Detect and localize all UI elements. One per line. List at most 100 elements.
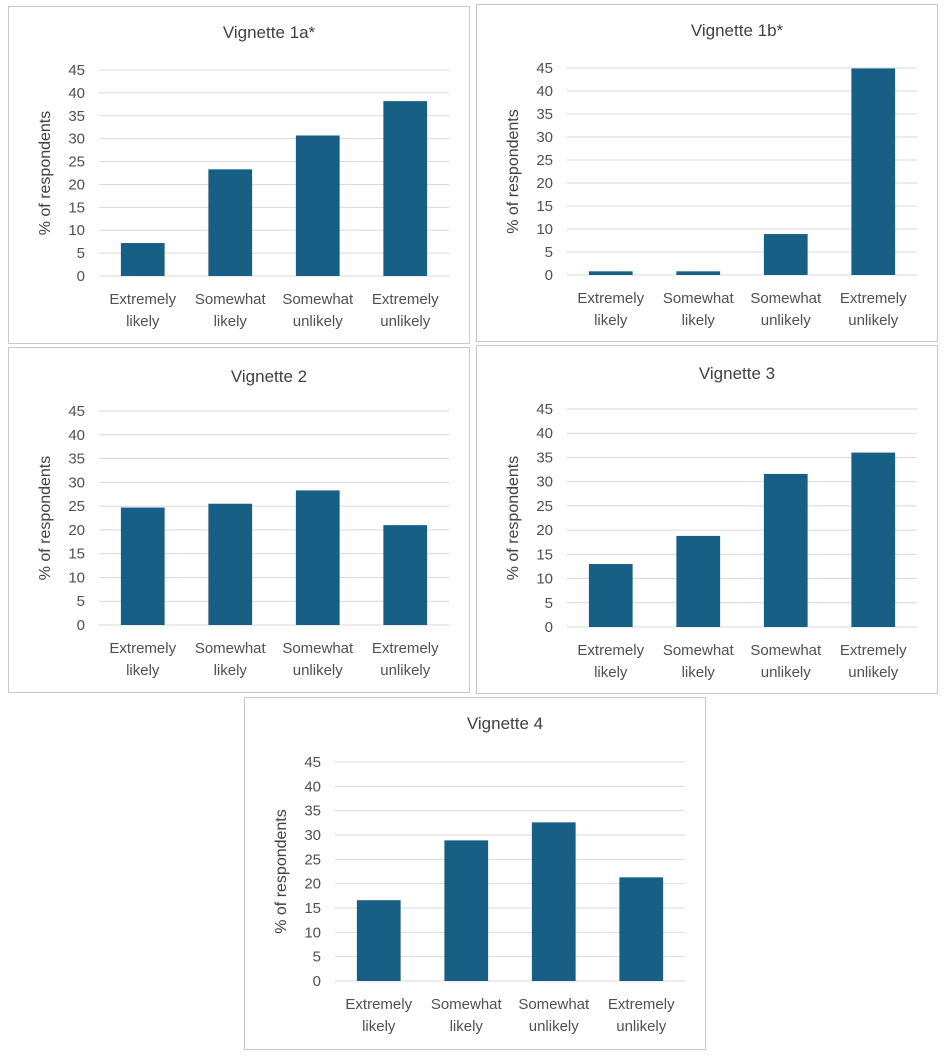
y-tick-label: 5 xyxy=(313,949,321,966)
y-tick-label: 40 xyxy=(68,427,85,444)
y-tick-label: 30 xyxy=(304,827,321,844)
x-tick-label: likely xyxy=(594,664,628,681)
x-tick-label: likely xyxy=(594,312,628,329)
y-tick-label: 0 xyxy=(313,973,321,990)
y-tick-label: 45 xyxy=(536,60,553,77)
bar xyxy=(676,271,721,275)
bar xyxy=(588,271,633,275)
chart-svg: Vignette 2 % of respondents 0 5 10 15 20 25 30 35… xyxy=(37,367,449,679)
x-tick-label: Extremely xyxy=(109,640,176,657)
y-axis-label: % of respondents xyxy=(505,109,522,234)
y-tick-label: 45 xyxy=(68,62,85,79)
x-tick-label: unlikely xyxy=(293,313,344,330)
x-tick-label: likely xyxy=(126,313,160,330)
y-tick-label: 30 xyxy=(536,129,553,146)
y-tick-label: 20 xyxy=(536,175,553,192)
y-tick-label: 30 xyxy=(536,474,553,491)
y-tick-label: 20 xyxy=(304,876,321,893)
x-tick-label: Somewhat xyxy=(750,290,822,307)
x-tick-label: likely xyxy=(362,1018,396,1035)
x-tick-label: Somewhat xyxy=(282,640,354,657)
y-tick-label: 20 xyxy=(68,176,85,193)
x-tick-label: likely xyxy=(214,662,248,679)
x-tick-label: Somewhat xyxy=(663,642,735,659)
x-tick-label: Somewhat xyxy=(282,291,354,308)
bar xyxy=(851,452,896,627)
chart-title: Vignette 1a* xyxy=(223,23,316,42)
chart-panel-vignette-2: Vignette 2 % of respondents 0 5 10 15 20 25 30 35… xyxy=(8,347,470,693)
x-tick-label: Somewhat xyxy=(195,291,267,308)
x-tick-label: likely xyxy=(450,1018,484,1035)
y-tick-label: 25 xyxy=(68,154,85,171)
x-tick-label: unlikely xyxy=(761,664,812,681)
x-tick-label: unlikely xyxy=(761,312,812,329)
chart-title: Vignette 4 xyxy=(467,714,543,733)
bar xyxy=(208,503,253,625)
y-tick-label: 45 xyxy=(68,403,85,420)
y-tick-label: 15 xyxy=(68,199,85,216)
y-tick-label: 35 xyxy=(68,108,85,125)
x-tick-label: Extremely xyxy=(577,290,644,307)
bar xyxy=(356,900,401,981)
y-tick-label: 25 xyxy=(304,851,321,868)
bar xyxy=(444,840,489,981)
bar xyxy=(588,564,633,627)
y-tick-label: 0 xyxy=(545,267,553,284)
y-tick-label: 40 xyxy=(304,778,321,795)
x-tick-label: likely xyxy=(126,662,160,679)
y-tick-label: 20 xyxy=(68,522,85,539)
y-tick-label: 15 xyxy=(68,546,85,563)
bar xyxy=(851,68,896,276)
x-tick-label: Somewhat xyxy=(663,290,735,307)
y-tick-label: 20 xyxy=(536,522,553,539)
y-tick-label: 35 xyxy=(304,803,321,820)
y-tick-label: 25 xyxy=(536,498,553,515)
y-tick-label: 5 xyxy=(545,244,553,261)
x-tick-label: Somewhat xyxy=(750,642,822,659)
y-tick-label: 15 xyxy=(536,546,553,563)
y-axis-label: % of respondents xyxy=(37,456,54,581)
y-tick-label: 45 xyxy=(536,401,553,418)
x-tick-label: Extremely xyxy=(608,996,675,1013)
y-tick-label: 10 xyxy=(304,924,321,941)
y-tick-label: 10 xyxy=(68,222,85,239)
y-tick-label: 0 xyxy=(77,268,85,285)
chart-panel-vignette-1a: Vignette 1a* % of respondents 0 5 10 15 20 25 30… xyxy=(8,6,470,344)
y-tick-label: 35 xyxy=(68,451,85,468)
y-tick-label: 5 xyxy=(77,245,85,262)
x-tick-label: Extremely xyxy=(372,291,439,308)
y-tick-label: 10 xyxy=(536,571,553,588)
bar xyxy=(120,507,165,625)
y-tick-label: 40 xyxy=(536,83,553,100)
y-tick-label: 10 xyxy=(536,221,553,238)
x-tick-label: Extremely xyxy=(372,640,439,657)
bar xyxy=(619,877,664,981)
bar xyxy=(120,243,165,276)
chart-svg: Vignette 1b* % of respondents 0 5 10 15 20 25 30… xyxy=(505,21,917,329)
chart-title: Vignette 2 xyxy=(231,367,307,386)
x-tick-label: Extremely xyxy=(345,996,412,1013)
bar xyxy=(383,101,428,276)
y-tick-label: 25 xyxy=(536,152,553,169)
y-tick-label: 35 xyxy=(536,449,553,466)
x-tick-label: likely xyxy=(214,313,248,330)
chart-panel-vignette-1b: Vignette 1b* % of respondents 0 5 10 15 20 25 30… xyxy=(476,4,938,342)
y-tick-label: 0 xyxy=(545,619,553,636)
y-axis-label: % of respondents xyxy=(37,111,54,236)
y-axis-label: % of respondents xyxy=(273,809,290,934)
chart-title: Vignette 3 xyxy=(699,364,775,383)
x-tick-label: unlikely xyxy=(380,313,431,330)
bar xyxy=(763,473,808,627)
y-tick-label: 30 xyxy=(68,474,85,491)
chart-svg: Vignette 3 % of respondents 0 5 10 15 20 25 30 35… xyxy=(505,364,917,681)
x-tick-label: unlikely xyxy=(616,1018,667,1035)
bar xyxy=(208,169,253,276)
x-tick-label: Somewhat xyxy=(518,996,590,1013)
chart-panel-vignette-4: Vignette 4 % of respondents 0 5 10 15 20 25 30 35… xyxy=(244,697,706,1050)
chart-title: Vignette 1b* xyxy=(691,21,784,40)
chart-svg: Vignette 4 % of respondents 0 5 10 15 20 25 30 35… xyxy=(273,714,685,1035)
y-tick-label: 15 xyxy=(304,900,321,917)
bar xyxy=(531,822,576,981)
x-tick-label: Extremely xyxy=(840,642,907,659)
chart-panel-vignette-3: Vignette 3 % of respondents 0 5 10 15 20 25 30 35… xyxy=(476,345,938,694)
